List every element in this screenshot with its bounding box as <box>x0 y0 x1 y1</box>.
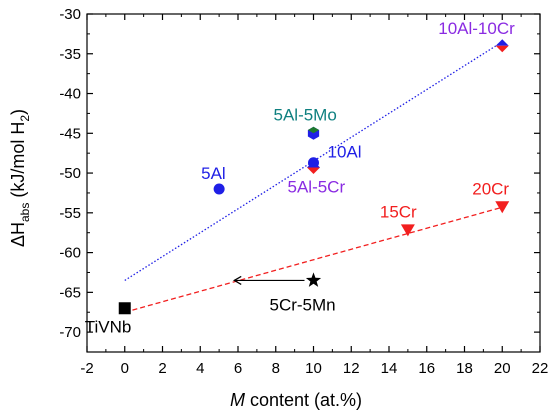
marker-bottom-half <box>307 167 320 174</box>
y-tick-label: -40 <box>59 86 81 103</box>
label-tivnb: TiVNb <box>85 317 132 336</box>
y-tick-label: -70 <box>59 324 81 341</box>
marker-bottom-half <box>495 45 509 53</box>
point-10al-10cr <box>495 39 509 53</box>
marker-top-half <box>495 39 509 46</box>
point-5al-5mo <box>307 126 320 140</box>
arrow-head <box>233 275 242 285</box>
x-tick-label: 8 <box>272 360 280 377</box>
label-10al: 10Al <box>328 143 362 162</box>
label-5al-5cr: 5Al-5Cr <box>288 177 346 196</box>
point-5cr-5mn <box>305 272 322 287</box>
label-5al-5mo: 5Al-5Mo <box>274 105 337 124</box>
y-tick-label: -35 <box>59 46 81 63</box>
x-tick-label: 22 <box>532 360 549 377</box>
x-axis-title: M content (at.%) <box>230 390 362 410</box>
x-tick-label: 2 <box>158 360 166 377</box>
x-tick-label: 16 <box>418 360 435 377</box>
data-points <box>118 39 510 315</box>
x-tick-label: -2 <box>80 360 93 377</box>
y-tick-label: -65 <box>59 284 81 301</box>
point-5al <box>213 183 225 195</box>
axes: -2 0 2 4 6 8 10 12 14 16 18 20 22 -70 -65 -60 -55 -50 -45 -… <box>59 6 548 377</box>
label-5al: 5Al <box>201 164 226 183</box>
point-15cr <box>400 224 415 237</box>
y-tick-label: -45 <box>59 125 81 142</box>
x-tick-label: 12 <box>343 360 360 377</box>
label-20cr: 20Cr <box>472 179 509 198</box>
y-axis-title: ΔHabs (kJ/mol H2) <box>8 109 32 247</box>
x-tick-label: 10 <box>305 360 322 377</box>
fit-line <box>124 206 503 313</box>
point-5al-5cr <box>307 160 320 174</box>
x-tick-label: 0 <box>121 360 129 377</box>
y-tick-label: -55 <box>59 205 81 222</box>
y-tick-label: -50 <box>59 165 81 182</box>
fit-line <box>124 41 503 281</box>
point-labels: TiVNb 5Al 10Al 5Al-5Mo 5Al-5Cr 10Al-10Cr 15Cr 2… <box>85 19 515 336</box>
x-tick-label: 14 <box>381 360 398 377</box>
marker-top-wedge <box>307 126 320 134</box>
point-20cr <box>495 201 510 214</box>
x-tick-label: 6 <box>234 360 242 377</box>
x-tick-label: 20 <box>494 360 511 377</box>
label-15cr: 15Cr <box>380 202 417 221</box>
y-tick-label: -60 <box>59 245 81 262</box>
marker-top-half <box>307 160 320 168</box>
x-tick-label: 4 <box>196 360 204 377</box>
x-tick-label: 18 <box>456 360 473 377</box>
fit-lines <box>124 41 503 313</box>
label-10al-10cr: 10Al-10Cr <box>438 19 515 38</box>
label-5cr-5mn: 5Cr-5Mn <box>270 295 336 314</box>
point-tivnb <box>118 302 131 315</box>
y-tick-label: -30 <box>59 6 81 23</box>
